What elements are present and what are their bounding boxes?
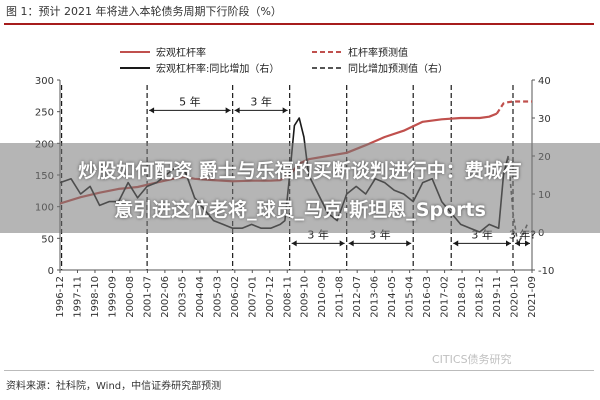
y-left-tick-label: 50 (41, 234, 54, 245)
x-tick-label: 1999-09 (107, 276, 118, 318)
x-tick-label: 2007-12 (265, 276, 276, 318)
y-left-tick-label: 250 (35, 108, 54, 119)
x-tick-label: 1998-10 (90, 276, 101, 318)
x-tick-label: 2002-06 (160, 276, 171, 318)
footer-divider (4, 370, 594, 371)
arrowhead-right (406, 240, 412, 247)
x-tick-label: 2019-11 (492, 276, 503, 318)
overlay-headline-line-2: 意引进这位老将_球员_马克·斯坦恩_Sports (114, 199, 486, 221)
headline-overlay-banner: 炒股如何配资 爵士与乐福的买断谈判进行中：费城有 意引进这位老将_球员_马克·斯… (0, 143, 600, 233)
y-right-tick-label: 30 (538, 114, 551, 125)
y-right-tick-label: 0 (538, 228, 544, 239)
arrowhead-left (348, 240, 354, 247)
x-tick-label: 2013-06 (370, 276, 381, 318)
arrowhead-left (234, 107, 240, 114)
x-tick-label: 2000-08 (125, 276, 136, 318)
cycle-span-label: 5 年 (179, 94, 201, 108)
title-divider (4, 23, 594, 25)
x-tick-label: 2017-02 (440, 276, 451, 318)
x-tick-label: 2020-10 (510, 276, 521, 318)
arrowhead-right (525, 240, 530, 247)
y-right-tick-label: 40 (538, 76, 551, 87)
x-tick-label: 2007-01 (247, 276, 258, 318)
x-tick-label: 2003-05 (177, 276, 188, 318)
source-note: 资料来源：社科院，Wind，中信证券研究部预测 (6, 381, 222, 392)
x-tick-label: 2011-08 (335, 276, 346, 318)
figure-title: 图 1：预计 2021 年将进入本轮债务周期下行阶段（%） (6, 5, 282, 18)
legend-label: 同比增加预测值（右） (348, 62, 448, 75)
legend-label: 宏观杠杆率 (156, 46, 206, 59)
overlay-headline-line-1: 炒股如何配资 爵士与乐福的买断谈判进行中：费城有 (78, 160, 522, 182)
arrowhead-right (505, 240, 511, 247)
x-tick-label: 1996-12 (55, 276, 66, 318)
axis-ticks: 050100150200250300-100102030401996-12199… (35, 76, 554, 318)
arrowhead-right (225, 107, 231, 114)
y-right-tick-label: -10 (538, 266, 554, 277)
x-tick-label: 2012-07 (352, 276, 363, 318)
x-tick-label: 2006-02 (230, 276, 241, 318)
x-tick-label: 2008-11 (282, 276, 293, 318)
watermark-logo: CITICS债务研究 (432, 353, 512, 366)
series-line-2 (495, 100, 532, 115)
x-tick-label: 2001-07 (142, 276, 153, 318)
legend-label: 杠杆率预测值 (348, 46, 408, 59)
arrowhead-left (291, 240, 297, 247)
arrowhead-right (339, 240, 345, 247)
x-tick-label: 2005-03 (212, 276, 223, 318)
x-tick-label: 2010-09 (317, 276, 328, 318)
y-left-tick-label: 300 (35, 76, 54, 87)
x-tick-label: 1997-11 (72, 276, 83, 318)
x-tick-label: 2016-03 (422, 276, 433, 318)
arrowhead-left (514, 240, 520, 247)
arrowhead-left (453, 240, 459, 247)
cycle-span-label: 3 年 (250, 94, 272, 108)
x-tick-label: 2018-12 (475, 276, 486, 318)
x-tick-label: 2021-09 (527, 276, 538, 318)
legend-label: 宏观杠杆率:同比增加（右） (156, 62, 279, 75)
x-tick-label: 2014-05 (387, 276, 398, 318)
arrowhead-left (149, 107, 155, 114)
arrowhead-right (282, 107, 288, 114)
y-left-tick-label: 0 (48, 266, 54, 277)
x-tick-label: 2009-10 (300, 276, 311, 318)
x-tick-label: 2004-04 (195, 276, 206, 318)
x-tick-label: 2015-04 (405, 276, 416, 318)
x-tick-label: 2018-01 (457, 276, 468, 318)
